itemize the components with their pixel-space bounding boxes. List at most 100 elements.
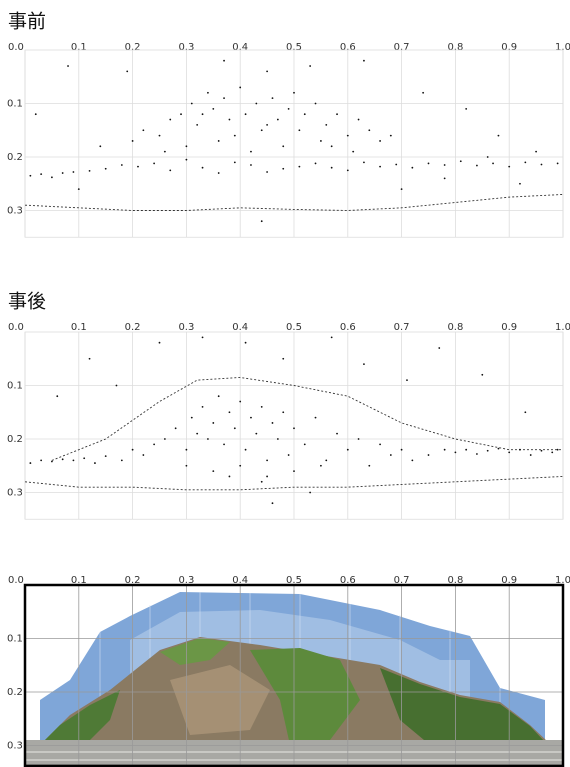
point bbox=[314, 102, 317, 105]
point bbox=[465, 448, 468, 451]
point bbox=[169, 169, 172, 172]
point bbox=[201, 166, 204, 169]
point bbox=[476, 453, 478, 455]
x-tick-label: 0.3 bbox=[178, 42, 194, 53]
point bbox=[411, 459, 414, 462]
point bbox=[212, 422, 215, 424]
point bbox=[309, 491, 312, 494]
point bbox=[314, 416, 317, 419]
x-tick-label: 0.4 bbox=[232, 42, 248, 53]
point bbox=[357, 438, 360, 440]
point bbox=[217, 395, 220, 398]
plot-border bbox=[23, 583, 565, 767]
point bbox=[88, 357, 91, 360]
point bbox=[551, 451, 554, 454]
point bbox=[190, 102, 193, 105]
point bbox=[400, 448, 403, 451]
point bbox=[422, 91, 425, 94]
point bbox=[293, 470, 295, 472]
x-tick-label: 0.9 bbox=[501, 575, 517, 586]
point bbox=[346, 448, 349, 451]
point bbox=[61, 458, 64, 461]
point bbox=[158, 134, 161, 137]
x-tick-label: 0.6 bbox=[340, 42, 356, 53]
panorama-photo bbox=[25, 585, 563, 767]
point bbox=[83, 457, 86, 460]
point bbox=[250, 164, 252, 166]
point bbox=[309, 65, 312, 67]
point bbox=[271, 422, 274, 424]
point bbox=[492, 162, 494, 165]
y-tick-label: 0.3 bbox=[7, 741, 23, 752]
point bbox=[389, 454, 392, 456]
point bbox=[336, 432, 338, 435]
x-tick-label: 1.0 bbox=[555, 575, 570, 586]
point bbox=[357, 118, 360, 121]
point bbox=[330, 145, 333, 148]
point bbox=[497, 134, 500, 137]
point bbox=[115, 384, 118, 387]
point bbox=[282, 167, 285, 170]
x-tick-label: 1.0 bbox=[555, 42, 570, 53]
y-tick-label: 0.1 bbox=[7, 99, 23, 110]
x-tick-label: 0.1 bbox=[71, 322, 87, 333]
x-tick-label: 0.4 bbox=[232, 322, 248, 333]
point bbox=[104, 167, 107, 170]
point bbox=[427, 162, 430, 165]
x-tick-label: 0.3 bbox=[178, 322, 194, 333]
point bbox=[486, 449, 489, 452]
point bbox=[201, 406, 204, 408]
point bbox=[266, 475, 268, 478]
point bbox=[266, 459, 268, 462]
x-tick-label: 0.7 bbox=[394, 322, 410, 333]
point bbox=[320, 140, 322, 142]
point bbox=[77, 188, 80, 191]
point bbox=[363, 59, 365, 62]
point bbox=[298, 129, 301, 132]
point bbox=[56, 395, 59, 398]
point bbox=[379, 140, 381, 142]
point bbox=[266, 70, 268, 73]
point bbox=[131, 140, 134, 142]
point bbox=[142, 129, 145, 132]
point bbox=[276, 438, 279, 440]
outline bbox=[51, 377, 563, 461]
point bbox=[212, 470, 215, 472]
point bbox=[51, 176, 53, 179]
point bbox=[142, 454, 145, 456]
point bbox=[540, 163, 543, 166]
point bbox=[287, 107, 290, 110]
point bbox=[529, 454, 532, 456]
point bbox=[293, 91, 295, 94]
point bbox=[239, 86, 242, 89]
point bbox=[427, 454, 430, 456]
point bbox=[163, 150, 166, 153]
point bbox=[508, 165, 511, 168]
x-tick-label: 0.6 bbox=[340, 575, 356, 586]
point bbox=[174, 427, 177, 430]
point bbox=[207, 91, 209, 94]
point bbox=[223, 97, 225, 100]
point bbox=[411, 166, 414, 169]
x-tick-label: 0.6 bbox=[340, 322, 356, 333]
point bbox=[244, 341, 247, 344]
point bbox=[196, 432, 199, 435]
point bbox=[228, 411, 231, 414]
point bbox=[325, 124, 328, 126]
x-tick-label: 0.4 bbox=[232, 575, 248, 586]
point bbox=[250, 416, 252, 419]
point bbox=[40, 459, 43, 462]
point bbox=[282, 145, 285, 148]
x-tick-label: 0.0 bbox=[8, 575, 24, 586]
point bbox=[185, 448, 188, 451]
x-tick-label: 0.9 bbox=[501, 322, 517, 333]
point bbox=[217, 140, 220, 142]
x-tick-label: 0.2 bbox=[125, 322, 141, 333]
x-tick-label: 0.1 bbox=[71, 575, 87, 586]
point bbox=[190, 416, 193, 419]
x-tick-label: 0.2 bbox=[125, 575, 141, 586]
point bbox=[29, 462, 32, 464]
point bbox=[556, 448, 559, 451]
point bbox=[266, 171, 268, 173]
point bbox=[524, 161, 527, 164]
